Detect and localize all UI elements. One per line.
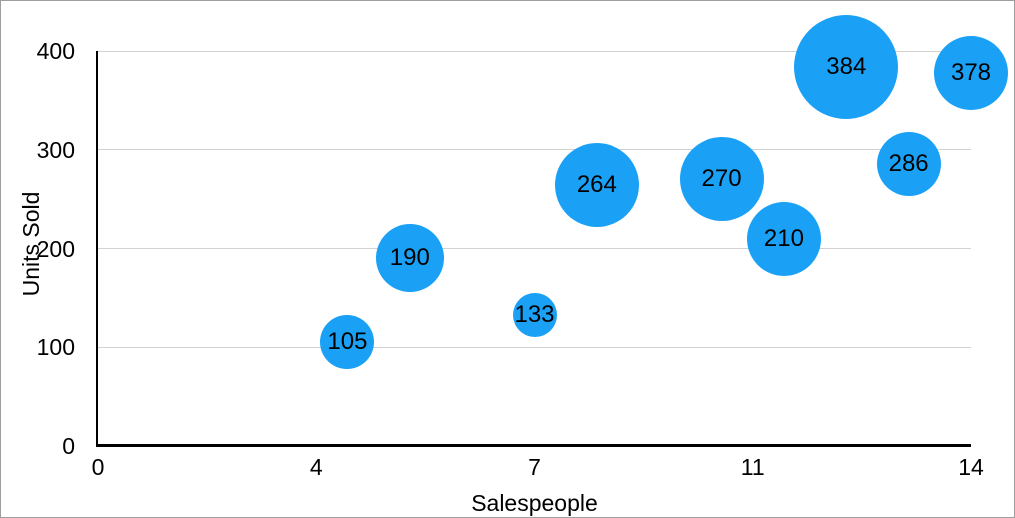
- bubble-point-378: 378: [934, 35, 1008, 110]
- y-tick-label-200: 200: [36, 235, 75, 262]
- bubble-point-105: 105: [320, 315, 375, 370]
- y-tick-label-300: 300: [36, 136, 75, 163]
- y-tick-label-100: 100: [36, 334, 75, 361]
- x-tick-label-7: 7: [528, 454, 541, 480]
- x-axis-line: [96, 444, 971, 447]
- x-tick-label-14: 14: [958, 454, 984, 480]
- bubble-value-label: 105: [327, 328, 368, 356]
- y-tick-label-400: 400: [36, 38, 75, 64]
- x-tick-label-0: 0: [91, 454, 105, 480]
- bubble-value-label: 270: [701, 165, 742, 193]
- bubble-value-label: 190: [389, 244, 430, 272]
- gridline-y-300: [98, 149, 971, 151]
- bubble-point-286: 286: [876, 131, 941, 196]
- bubble-value-label: 133: [514, 300, 555, 328]
- bubble-value-label: 210: [763, 224, 804, 252]
- bubble-point-210: 210: [746, 201, 821, 276]
- bubble-value-label: 264: [576, 171, 617, 199]
- bubble-point-133: 133: [512, 292, 557, 337]
- bubble-point-264: 264: [554, 143, 639, 228]
- bubble-value-label: 378: [950, 58, 992, 86]
- bubble-point-190: 190: [375, 224, 444, 293]
- bubble-point-270: 270: [679, 137, 764, 222]
- x-axis-title: Salespeople: [471, 490, 598, 516]
- gridline-y-100: [98, 346, 971, 348]
- bubble-value-label: 384: [826, 52, 867, 80]
- y-axis-line: [96, 51, 98, 446]
- y-tick-label-0: 0: [62, 433, 75, 459]
- gridline-y-200: [98, 248, 971, 249]
- y-axis-title: Units Sold: [18, 191, 44, 297]
- bubble-point-384: 384: [794, 14, 899, 119]
- gridline-y-400: [98, 50, 971, 52]
- x-tick-label-11: 11: [740, 454, 765, 480]
- bubble-value-label: 286: [888, 149, 929, 177]
- x-tick-label-4: 4: [309, 454, 323, 480]
